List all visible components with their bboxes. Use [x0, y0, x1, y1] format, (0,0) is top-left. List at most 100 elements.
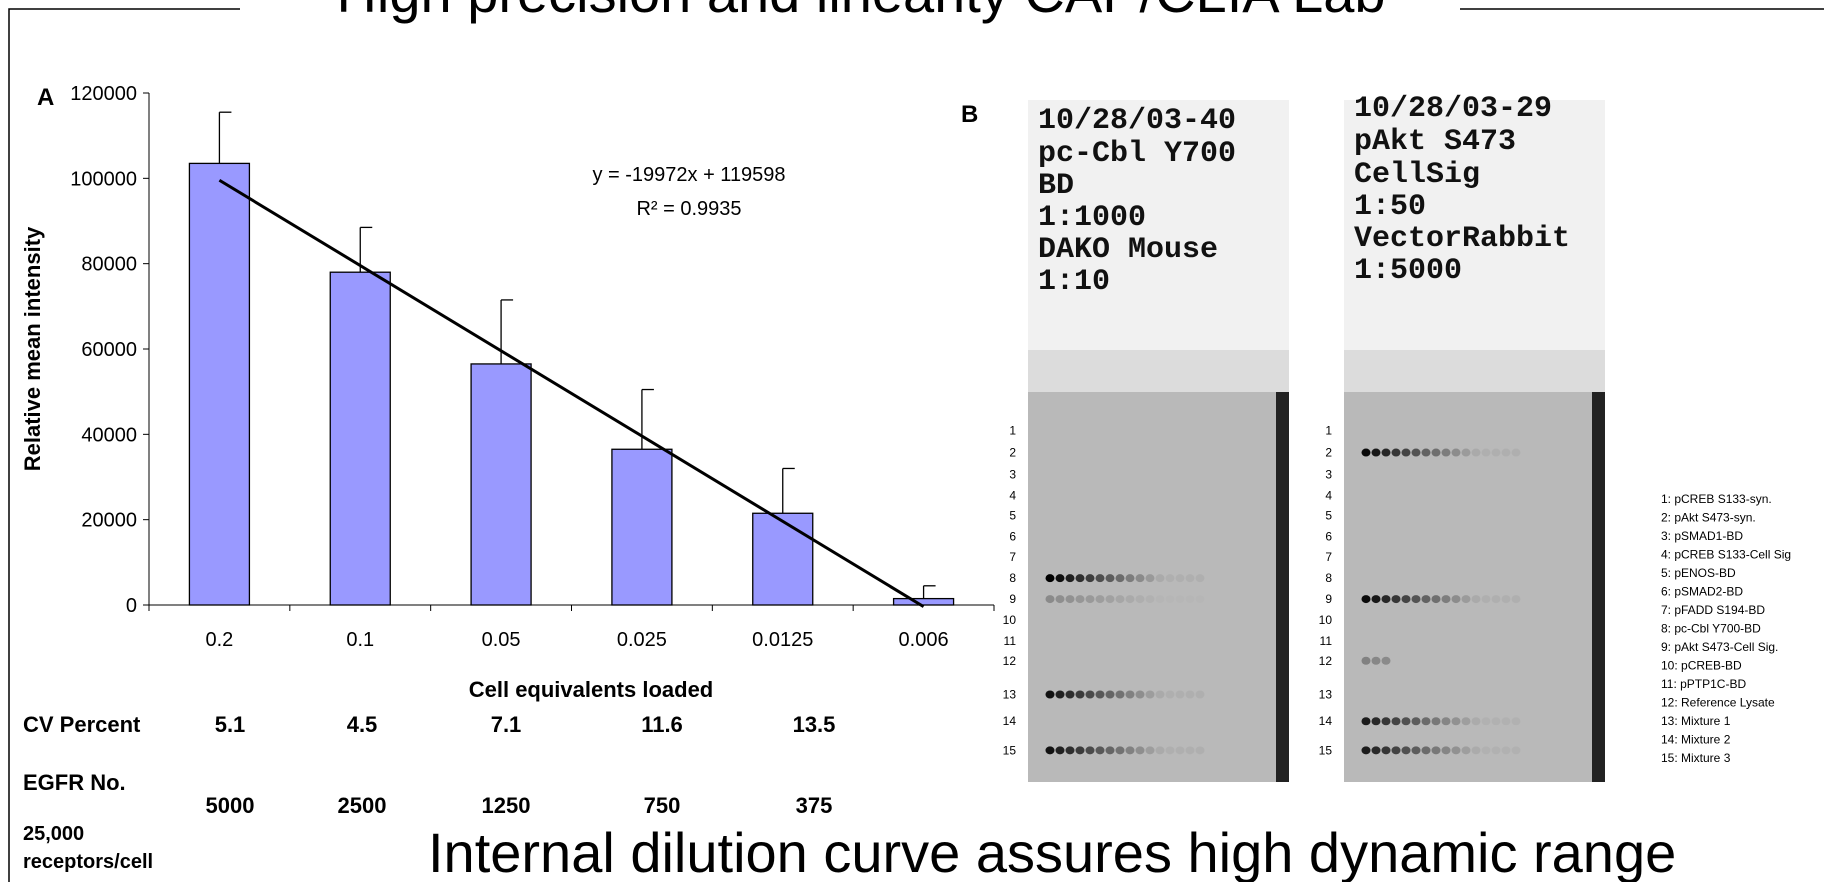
blot-dot [1451, 746, 1461, 755]
blot-dot [1185, 574, 1195, 583]
blot-label: 1:5000 [1354, 254, 1462, 288]
y-tick-label: 20000 [81, 510, 137, 532]
blot-dot [1125, 595, 1135, 604]
blot-dot [1135, 690, 1145, 699]
blot-dot [1361, 595, 1371, 604]
blot-dot [1165, 746, 1175, 755]
blot-label: pc-Cbl Y700 [1038, 137, 1236, 171]
blot-label: BD [1038, 169, 1074, 203]
legend-entry: 6: pSMAD2-BD [1661, 585, 1743, 599]
blot-dot [1125, 746, 1135, 755]
blot-dot [1095, 746, 1105, 755]
blot-dot [1125, 690, 1135, 699]
row-number: 1 [1009, 423, 1016, 437]
legend-entry: 3: pSMAD1-BD [1661, 529, 1743, 543]
row-number: 2 [1009, 446, 1016, 460]
blot-dot [1491, 448, 1501, 457]
y-tick-label: 40000 [81, 424, 137, 446]
blot-dot [1381, 746, 1391, 755]
blot-dot [1065, 690, 1075, 699]
bar [188, 162, 251, 606]
blot-dot [1451, 595, 1461, 604]
blot-dot [1075, 746, 1085, 755]
panel-label: A [37, 84, 54, 111]
blot-edge [1276, 392, 1289, 782]
blot-dot [1135, 746, 1145, 755]
blot-dot [1411, 448, 1421, 457]
blot-dot [1421, 448, 1431, 457]
row-number: 7 [1325, 550, 1332, 564]
blot-dot [1431, 717, 1441, 726]
row-number: 12 [1003, 654, 1017, 668]
blot-dot [1481, 717, 1491, 726]
title-backdrop [240, 0, 1460, 14]
blot-dot [1085, 574, 1095, 583]
blot-dot [1371, 746, 1381, 755]
blot-dot [1381, 448, 1391, 457]
table-note: 25,000 [23, 823, 84, 845]
blot-dot [1105, 574, 1115, 583]
blot-dot [1481, 448, 1491, 457]
x-tick-label: 0.2 [206, 629, 234, 651]
blot-dot [1411, 717, 1421, 726]
blot-dot [1441, 717, 1451, 726]
blot-dot [1361, 746, 1371, 755]
blot-dot [1471, 595, 1481, 604]
legend-entry: 5: pENOS-BD [1661, 566, 1736, 580]
bar [892, 597, 955, 606]
blot-dot [1185, 690, 1195, 699]
row-number: 5 [1325, 508, 1332, 522]
blot-dot [1481, 746, 1491, 755]
table-row-label: EGFR No. [23, 770, 126, 795]
legend-entry: 13: Mixture 1 [1661, 714, 1731, 728]
blot-dot [1175, 574, 1185, 583]
table-row-label: CV Percent [23, 712, 141, 737]
blot-dot [1401, 595, 1411, 604]
row-number: 14 [1319, 714, 1333, 728]
blot-dot [1105, 746, 1115, 755]
blot-label: VectorRabbit [1354, 222, 1570, 256]
row-number: 8 [1009, 571, 1016, 585]
blot-dot [1095, 690, 1105, 699]
panel-label: B [961, 101, 978, 128]
blot-dot [1361, 656, 1371, 665]
blot-label: pAkt S473 [1354, 125, 1516, 159]
row-number: 6 [1325, 529, 1332, 543]
blot-dot [1491, 595, 1501, 604]
blot-dot [1371, 595, 1381, 604]
blot-dot [1095, 574, 1105, 583]
x-axis-title: Cell equivalents loaded [469, 677, 714, 702]
blot-dot [1145, 690, 1155, 699]
blot-dot [1195, 746, 1205, 755]
blot-dot [1115, 595, 1125, 604]
blot-dot [1491, 746, 1501, 755]
blot-edge [1592, 392, 1605, 782]
bar [329, 271, 391, 606]
blot-dot [1501, 448, 1511, 457]
table-cell: 5000 [206, 793, 255, 818]
row-number: 7 [1009, 550, 1016, 564]
blot-dot [1391, 595, 1401, 604]
legend-entry: 12: Reference Lysate [1661, 696, 1775, 710]
equation: y = -19972x + 119598 [592, 164, 785, 186]
blot-label: 10/28/03-29 [1354, 92, 1552, 126]
legend-entry: 11: pPTP1C-BD [1661, 677, 1746, 691]
blot-dot [1186, 595, 1195, 603]
blot-label: DAKO Mouse [1038, 233, 1218, 267]
row-number: 10 [1003, 613, 1017, 627]
y-tick-label: 120000 [70, 83, 137, 105]
blot-dot [1451, 717, 1461, 726]
row-number: 4 [1325, 489, 1332, 503]
slide-title: High precision and linearity CAP/CLIA La… [336, 0, 1385, 24]
blot-dot [1185, 746, 1195, 755]
blot-dot [1145, 595, 1155, 604]
blot-tape [1028, 350, 1289, 392]
y-tick-label: 80000 [81, 254, 137, 276]
row-number: 3 [1325, 468, 1332, 482]
legend-entry: 1: pCREB S133-syn. [1661, 492, 1772, 506]
blot-dot [1166, 595, 1175, 603]
blot-dot [1045, 690, 1055, 699]
y-axis-title: Relative mean intensity [20, 226, 45, 471]
blot-dot [1501, 746, 1511, 755]
